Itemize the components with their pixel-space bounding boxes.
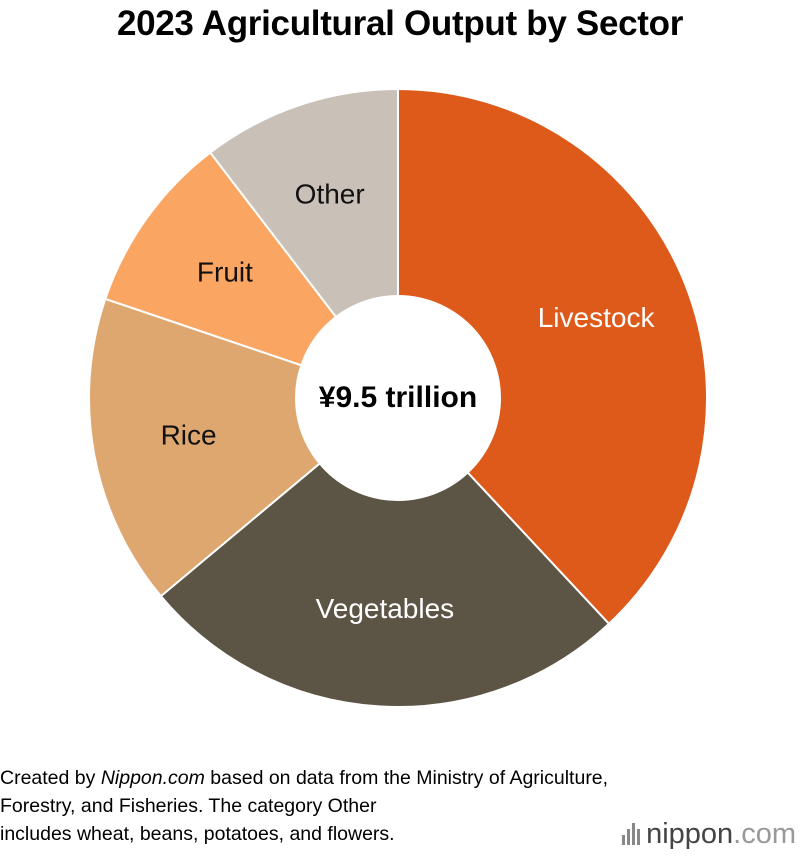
source-note-line-1: Created by Nippon.com based on data from…: [0, 764, 790, 792]
slice-label-rice: Rice: [161, 419, 217, 450]
slice-label-fruit: Fruit: [197, 256, 253, 287]
source-note: Created by Nippon.com based on data from…: [0, 764, 790, 848]
source-note-line-3: includes wheat, beans, potatoes, and flo…: [0, 823, 395, 845]
donut-hole: [295, 295, 501, 501]
donut-slice-labels: Livestock Vegetables Rice Fruit Other: [161, 179, 656, 624]
slice-label-other: Other: [295, 179, 365, 210]
logo-bars-icon: [622, 823, 641, 845]
slice-label-livestock: Livestock: [538, 302, 656, 333]
source-prefix: Created by: [0, 767, 101, 789]
source-name: Nippon.com: [100, 767, 205, 789]
slice-livestock: [397, 87, 708, 626]
nippon-logo: nippon .com: [622, 818, 796, 850]
logo-text: nippon: [646, 817, 734, 850]
chart-title: 2023 Agricultural Output by Sector: [116, 4, 684, 43]
center-total-label: ¥9.5 trillion: [319, 381, 477, 414]
source-note-line-2: Forestry, and Fisheries. The category Ot…: [0, 795, 377, 817]
slice-vegetables: [159, 396, 611, 708]
source-line1-rest: based on data from the Ministry of Agric…: [204, 767, 609, 789]
logo-domain-text: .com: [733, 817, 796, 850]
slice-label-vegetables: Vegetables: [316, 593, 455, 624]
